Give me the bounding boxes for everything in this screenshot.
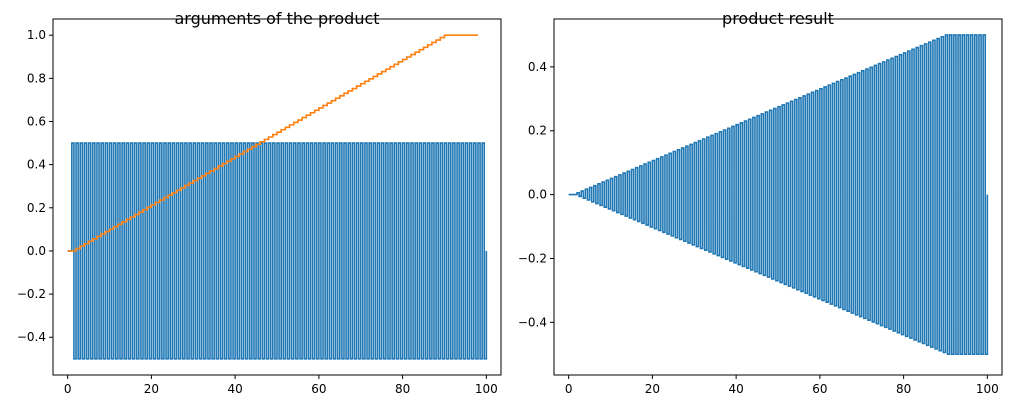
right-ticks: 0 20 40 60 80 100 −0.4 −0.2 0.0 0.2 0.4 <box>518 60 999 396</box>
left-y-tick-label: 0.4 <box>27 158 46 172</box>
left-x-tick-label: 40 <box>227 382 242 396</box>
left-subplot: arguments of the product 0 20 40 60 80 100−0.… <box>17 9 502 396</box>
right-y-tick-label: 0.4 <box>528 60 547 74</box>
left-y-tick-label: 0.2 <box>27 201 46 215</box>
left-series-0-wave-line <box>67 142 488 360</box>
left-y-tick-label: −0.2 <box>17 287 46 301</box>
left-x-tick-label: 80 <box>395 382 410 396</box>
left-ticks: 0 20 40 60 80 100 −0.4 −0.2 0.0 0.2 0.4 0.6 0.8 1.0 <box>17 28 498 396</box>
right-x-tick-label: 100 <box>976 382 999 396</box>
right-subplot: product result 0 20 40 60 80 100−0.4−0.20.00.… <box>518 9 1003 396</box>
right-x-tick-label: 0 <box>565 382 573 396</box>
left-y-tick-label: 1.0 <box>27 28 46 42</box>
left-x-tick-label: 0 <box>64 382 72 396</box>
right-x-tick-label: 40 <box>728 382 743 396</box>
left-plot-area <box>67 34 488 360</box>
right-x-tick-label: 60 <box>812 382 827 396</box>
left-x-tick-label: 100 <box>475 382 498 396</box>
left-y-tick-label: 0.6 <box>27 114 46 128</box>
right-y-tick-label: −0.4 <box>518 315 547 329</box>
left-y-tick-label: 0.0 <box>27 244 46 258</box>
left-y-tick-label: −0.4 <box>17 330 46 344</box>
left-series-1-ramp-line <box>67 34 478 252</box>
left-y-tick-label: 0.8 <box>27 71 46 85</box>
right-axes-frame <box>553 18 1003 376</box>
left-x-tick-label: 60 <box>311 382 326 396</box>
right-y-tick-label: −0.2 <box>518 251 547 265</box>
right-y-tick-label: 0.0 <box>528 188 547 202</box>
right-y-tick-label: 0.2 <box>528 124 547 138</box>
right-x-tick-label: 80 <box>896 382 911 396</box>
left-axes-frame <box>52 18 502 376</box>
right-x-tick-label: 20 <box>645 382 660 396</box>
left-x-tick-label: 20 <box>144 382 159 396</box>
right-series-0-wave-line <box>568 34 989 356</box>
right-plot-area <box>568 34 989 356</box>
